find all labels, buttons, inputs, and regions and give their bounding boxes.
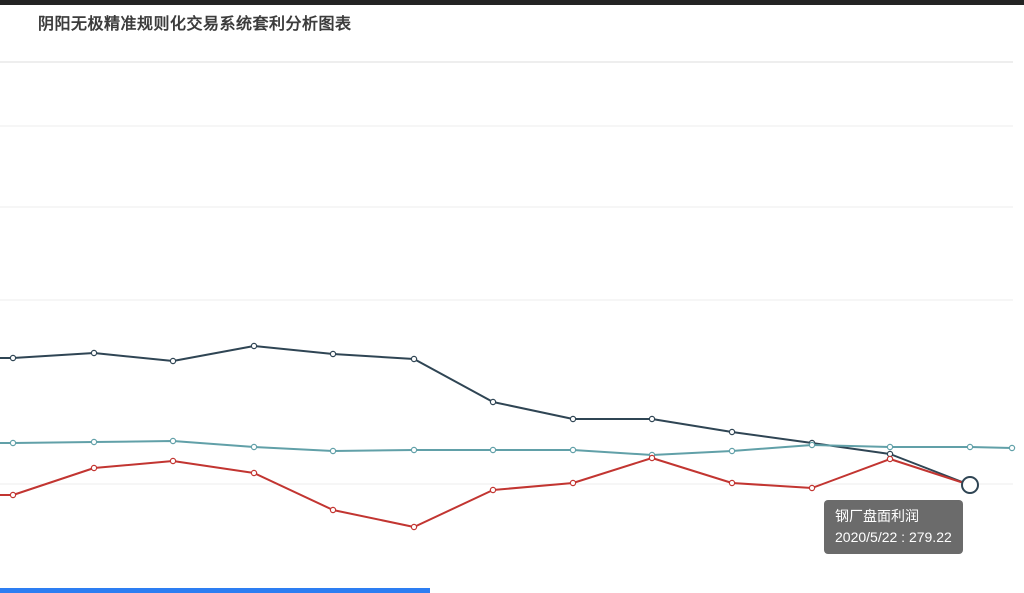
data-point-marker[interactable]: [489, 446, 497, 454]
data-point-marker[interactable]: [648, 415, 656, 423]
horizontal-scrollbar-thumb[interactable]: [0, 588, 430, 593]
data-point-marker[interactable]: [329, 506, 337, 514]
top-bar: [0, 0, 1024, 5]
data-point-marker[interactable]: [489, 486, 497, 494]
data-point-marker[interactable]: [569, 446, 577, 454]
data-point-marker[interactable]: [90, 349, 98, 357]
data-point-marker[interactable]: [169, 437, 177, 445]
data-point-marker[interactable]: [410, 446, 418, 454]
data-point-marker[interactable]: [648, 454, 656, 462]
data-point-marker[interactable]: [728, 447, 736, 455]
highlighted-point[interactable]: [961, 476, 979, 494]
data-point-marker[interactable]: [169, 357, 177, 365]
data-point-marker[interactable]: [90, 464, 98, 472]
data-point-marker[interactable]: [569, 415, 577, 423]
data-point-marker[interactable]: [1008, 444, 1016, 452]
data-point-marker[interactable]: [410, 523, 418, 531]
data-point-marker[interactable]: [489, 398, 497, 406]
data-point-marker[interactable]: [808, 441, 816, 449]
data-point-marker[interactable]: [728, 479, 736, 487]
data-point-marker[interactable]: [9, 439, 17, 447]
data-point-marker[interactable]: [250, 469, 258, 477]
series-line-0: [0, 345, 971, 486]
data-point-marker[interactable]: [329, 350, 337, 358]
data-point-marker[interactable]: [886, 455, 894, 463]
chart-title: 阴阳无极精准规则化交易系统套利分析图表: [38, 16, 352, 33]
data-point-marker[interactable]: [250, 342, 258, 350]
data-point-marker[interactable]: [9, 491, 17, 499]
data-point-marker[interactable]: [886, 443, 894, 451]
data-point-marker[interactable]: [169, 457, 177, 465]
data-point-marker[interactable]: [728, 428, 736, 436]
series-line-1: [0, 440, 1013, 456]
series-line-2: [0, 457, 971, 528]
data-point-marker[interactable]: [808, 484, 816, 492]
data-point-marker[interactable]: [90, 438, 98, 446]
data-point-marker[interactable]: [9, 354, 17, 362]
data-point-marker[interactable]: [410, 355, 418, 363]
data-point-marker[interactable]: [329, 447, 337, 455]
data-point-marker[interactable]: [569, 479, 577, 487]
data-point-marker[interactable]: [966, 443, 974, 451]
data-point-marker[interactable]: [250, 443, 258, 451]
